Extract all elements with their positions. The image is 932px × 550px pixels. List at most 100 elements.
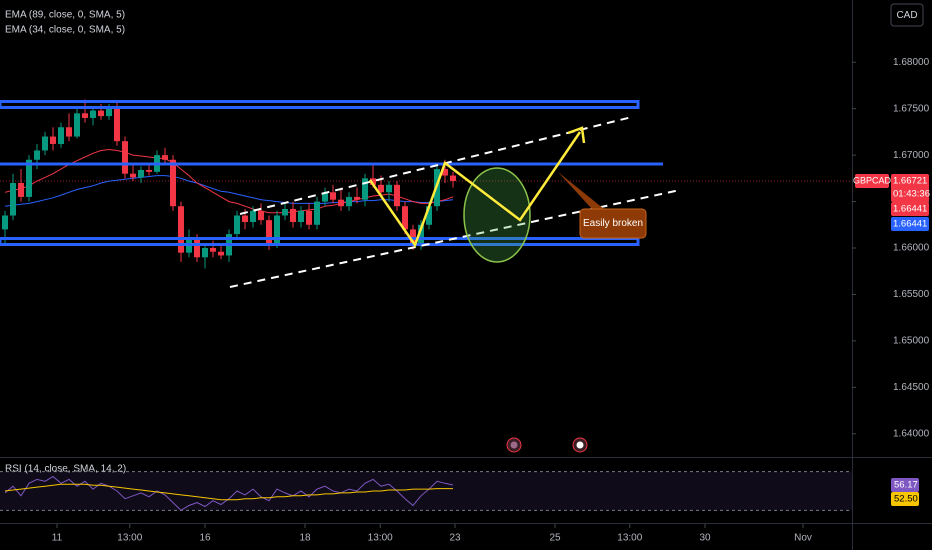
y-tick-label: 1.68000 — [893, 57, 930, 68]
candle-body — [82, 113, 88, 118]
candle-body — [242, 215, 248, 222]
candle-body — [426, 206, 432, 225]
candle-body — [450, 175, 456, 182]
candle-body — [50, 136, 56, 144]
y-tick-label: 1.65500 — [893, 289, 930, 300]
candle-body — [18, 182, 24, 197]
candle-body — [274, 215, 280, 244]
x-tick-label: 23 — [449, 533, 461, 544]
x-tick-label: Nov — [794, 533, 812, 544]
candle-body — [314, 201, 320, 225]
candle-body — [58, 127, 64, 144]
candle-body — [218, 251, 224, 256]
channel-upper — [239, 116, 633, 215]
candle-body — [130, 173, 136, 178]
candle-body — [330, 192, 336, 200]
candle-body — [378, 184, 384, 193]
resistance-zone — [0, 100, 640, 109]
candle-body — [402, 206, 408, 230]
rsi-legend: RSI (14, close, SMA, 14, 2) — [5, 464, 126, 475]
candle-body — [354, 196, 360, 200]
x-tick-label: 25 — [549, 533, 561, 544]
candle-body — [10, 182, 16, 216]
candle-body — [410, 229, 416, 244]
candle-body — [362, 178, 368, 200]
price-tag-label: 1.66441 — [893, 219, 927, 230]
x-tick-label: 13:00 — [617, 533, 642, 544]
candle-body — [146, 169, 152, 172]
event-icon-flag — [576, 441, 584, 449]
y-tick-label: 1.67000 — [893, 150, 930, 161]
symbol-tag-label: GBPCAD — [853, 175, 892, 185]
callout-text: Easily broken — [583, 218, 643, 229]
candle-body — [210, 248, 216, 252]
candle-body — [26, 159, 32, 197]
drawings: Easily broken — [0, 100, 681, 453]
candle-body — [202, 248, 208, 258]
candle-body — [2, 215, 8, 230]
legend-entry: EMA (34, close, 0, SMA, 5) — [5, 25, 125, 36]
rsi-tag — [891, 478, 919, 493]
candle-body — [386, 184, 392, 193]
candle-body — [162, 155, 168, 160]
price-tag — [891, 217, 929, 232]
candle-body — [114, 108, 120, 142]
candle-body — [298, 210, 304, 222]
rsi-tag — [891, 492, 919, 507]
y-tick-label: 1.67500 — [893, 103, 930, 114]
event-icon-flag — [510, 441, 518, 449]
x-tick-label: 18 — [299, 533, 311, 544]
x-tick-label: 13:00 — [117, 533, 142, 544]
candle-body — [282, 208, 288, 216]
candle-body — [418, 224, 424, 244]
target-ellipse — [463, 167, 531, 263]
price-tag — [891, 202, 929, 217]
candle-body — [290, 208, 296, 222]
candle-body — [98, 110, 104, 117]
ema-line — [4, 148, 454, 214]
x-tick-label: 30 — [699, 533, 711, 544]
candle-body — [106, 108, 112, 117]
countdown: 01:43:36 — [893, 189, 930, 200]
candle-body — [122, 141, 128, 174]
candle-body — [338, 199, 344, 207]
symbol-tag — [855, 174, 889, 189]
projection-path — [368, 131, 582, 248]
candle-body — [138, 169, 144, 178]
y-tick-label: 1.64000 — [893, 428, 930, 439]
rsi-tag-label: 56.17 — [894, 480, 918, 491]
support-zone — [0, 237, 640, 246]
candle-body — [42, 136, 48, 151]
price-tag — [891, 174, 929, 203]
legend-entry: EMA (89, close, 0, SMA, 5) — [5, 10, 125, 21]
y-tick-label: 1.64500 — [893, 382, 930, 393]
channel-lower — [229, 189, 681, 288]
plot — [0, 99, 852, 511]
candle-body — [34, 150, 40, 160]
candle-body — [442, 169, 448, 176]
candle-body — [90, 110, 96, 118]
currency-label[interactable]: CAD — [896, 10, 917, 21]
rsi-tag-label: 52.50 — [894, 494, 918, 505]
candle-body — [266, 220, 272, 244]
ema-line — [4, 175, 454, 207]
price-tag-label: 1.66441 — [893, 204, 927, 215]
candle-body — [258, 210, 264, 221]
callout-pointer — [558, 172, 604, 209]
x-tick-label: 13:00 — [368, 533, 393, 544]
candle-body — [74, 113, 80, 137]
y-tick-label: 1.65000 — [893, 336, 930, 347]
currency-button[interactable] — [890, 3, 924, 27]
candle-body — [234, 215, 240, 235]
candle-body — [66, 127, 72, 137]
price-tag-label: 1.66721 — [893, 176, 927, 187]
candle-body — [250, 210, 256, 222]
candle-body — [370, 178, 376, 185]
candle-body — [322, 192, 328, 202]
candle-body — [178, 206, 184, 253]
x-tick-label: 16 — [199, 533, 211, 544]
rsi-line — [4, 483, 453, 501]
